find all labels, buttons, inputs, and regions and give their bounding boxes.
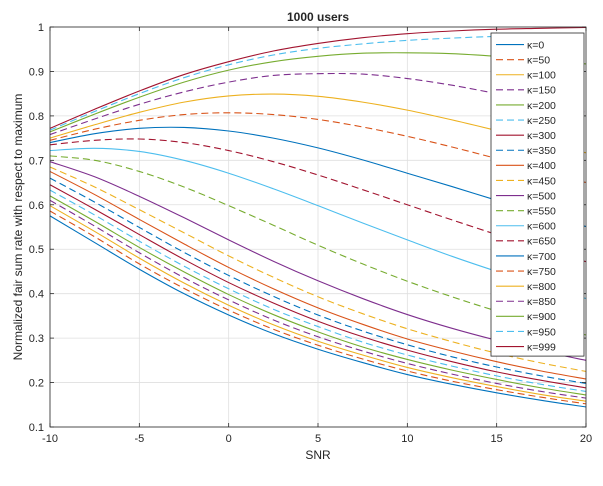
x-tick-label: 10 bbox=[401, 433, 413, 445]
legend-label: κ=650 bbox=[527, 236, 556, 248]
series-line-6 bbox=[49, 184, 587, 389]
legend-label: κ=550 bbox=[527, 205, 556, 217]
chart-title: 1000 users bbox=[287, 10, 349, 24]
legend-label: κ=300 bbox=[527, 130, 556, 142]
y-tick-label: 0.1 bbox=[29, 422, 44, 434]
series-line-8 bbox=[49, 170, 587, 380]
legend-label: κ=700 bbox=[527, 251, 556, 263]
series-line-0 bbox=[49, 215, 587, 408]
legend-label: κ=250 bbox=[527, 115, 556, 127]
legend-label: κ=500 bbox=[527, 190, 556, 202]
y-tick-label: 0.6 bbox=[29, 200, 44, 212]
legend-label: κ=350 bbox=[527, 145, 556, 157]
y-tick-label: 0.7 bbox=[29, 155, 44, 167]
legend-label: κ=150 bbox=[527, 85, 556, 97]
legend: κ=0 κ=50 κ=100 κ=150 κ=200 κ=250 κ=300 κ=350 κ=4… bbox=[490, 32, 585, 357]
y-tick-label: 1 bbox=[38, 22, 44, 34]
legend-label: κ=800 bbox=[527, 281, 556, 293]
legend-label: κ=850 bbox=[527, 296, 556, 308]
x-tick-label: 15 bbox=[491, 433, 503, 445]
y-tick-label: 0.9 bbox=[29, 66, 44, 78]
y-tick-label: 0.4 bbox=[29, 289, 44, 301]
y-tick-label: 0.3 bbox=[29, 333, 44, 345]
series-line-5 bbox=[49, 189, 587, 392]
legend-label: κ=200 bbox=[527, 100, 556, 112]
series-line-13 bbox=[49, 138, 587, 263]
series-line-4 bbox=[49, 195, 587, 396]
legend-label: κ=50 bbox=[527, 54, 550, 66]
legend-label: κ=100 bbox=[527, 70, 556, 82]
x-tick-label: 20 bbox=[580, 433, 592, 445]
y-tick-label: 0.5 bbox=[29, 244, 44, 256]
series-line-19 bbox=[49, 34, 587, 131]
y-tick-label: 0.2 bbox=[29, 378, 44, 390]
legend-label: κ=750 bbox=[527, 266, 556, 278]
x-tick-label: -5 bbox=[134, 433, 144, 445]
y-tick-label: 0.8 bbox=[29, 111, 44, 123]
series-line-3 bbox=[49, 199, 587, 399]
legend-label: κ=600 bbox=[527, 221, 556, 233]
series-line-2 bbox=[49, 205, 587, 402]
axis-ticks: -10 -5 0 5 10 15 20 0.1 0.2 0.3 0.4 0.5 0.6 0.7 0.8 0.9… bbox=[29, 22, 592, 445]
legend-label: κ=999 bbox=[527, 341, 556, 353]
x-tick-label: 0 bbox=[226, 433, 232, 445]
x-tick-label: 5 bbox=[315, 433, 321, 445]
x-tick-label: -10 bbox=[42, 433, 58, 445]
legend-label: κ=900 bbox=[527, 311, 556, 323]
legend-label: κ=400 bbox=[527, 160, 556, 172]
legend-label: κ=0 bbox=[527, 39, 544, 51]
legend-box bbox=[490, 32, 585, 357]
series-line-1 bbox=[49, 210, 587, 405]
x-axis-label: SNR bbox=[305, 448, 331, 462]
legend-label: κ=950 bbox=[527, 326, 556, 338]
series-line-7 bbox=[49, 177, 587, 384]
y-axis-label: Normalized fair sum rate with respect to… bbox=[11, 94, 25, 361]
legend-label: κ=450 bbox=[527, 175, 556, 187]
